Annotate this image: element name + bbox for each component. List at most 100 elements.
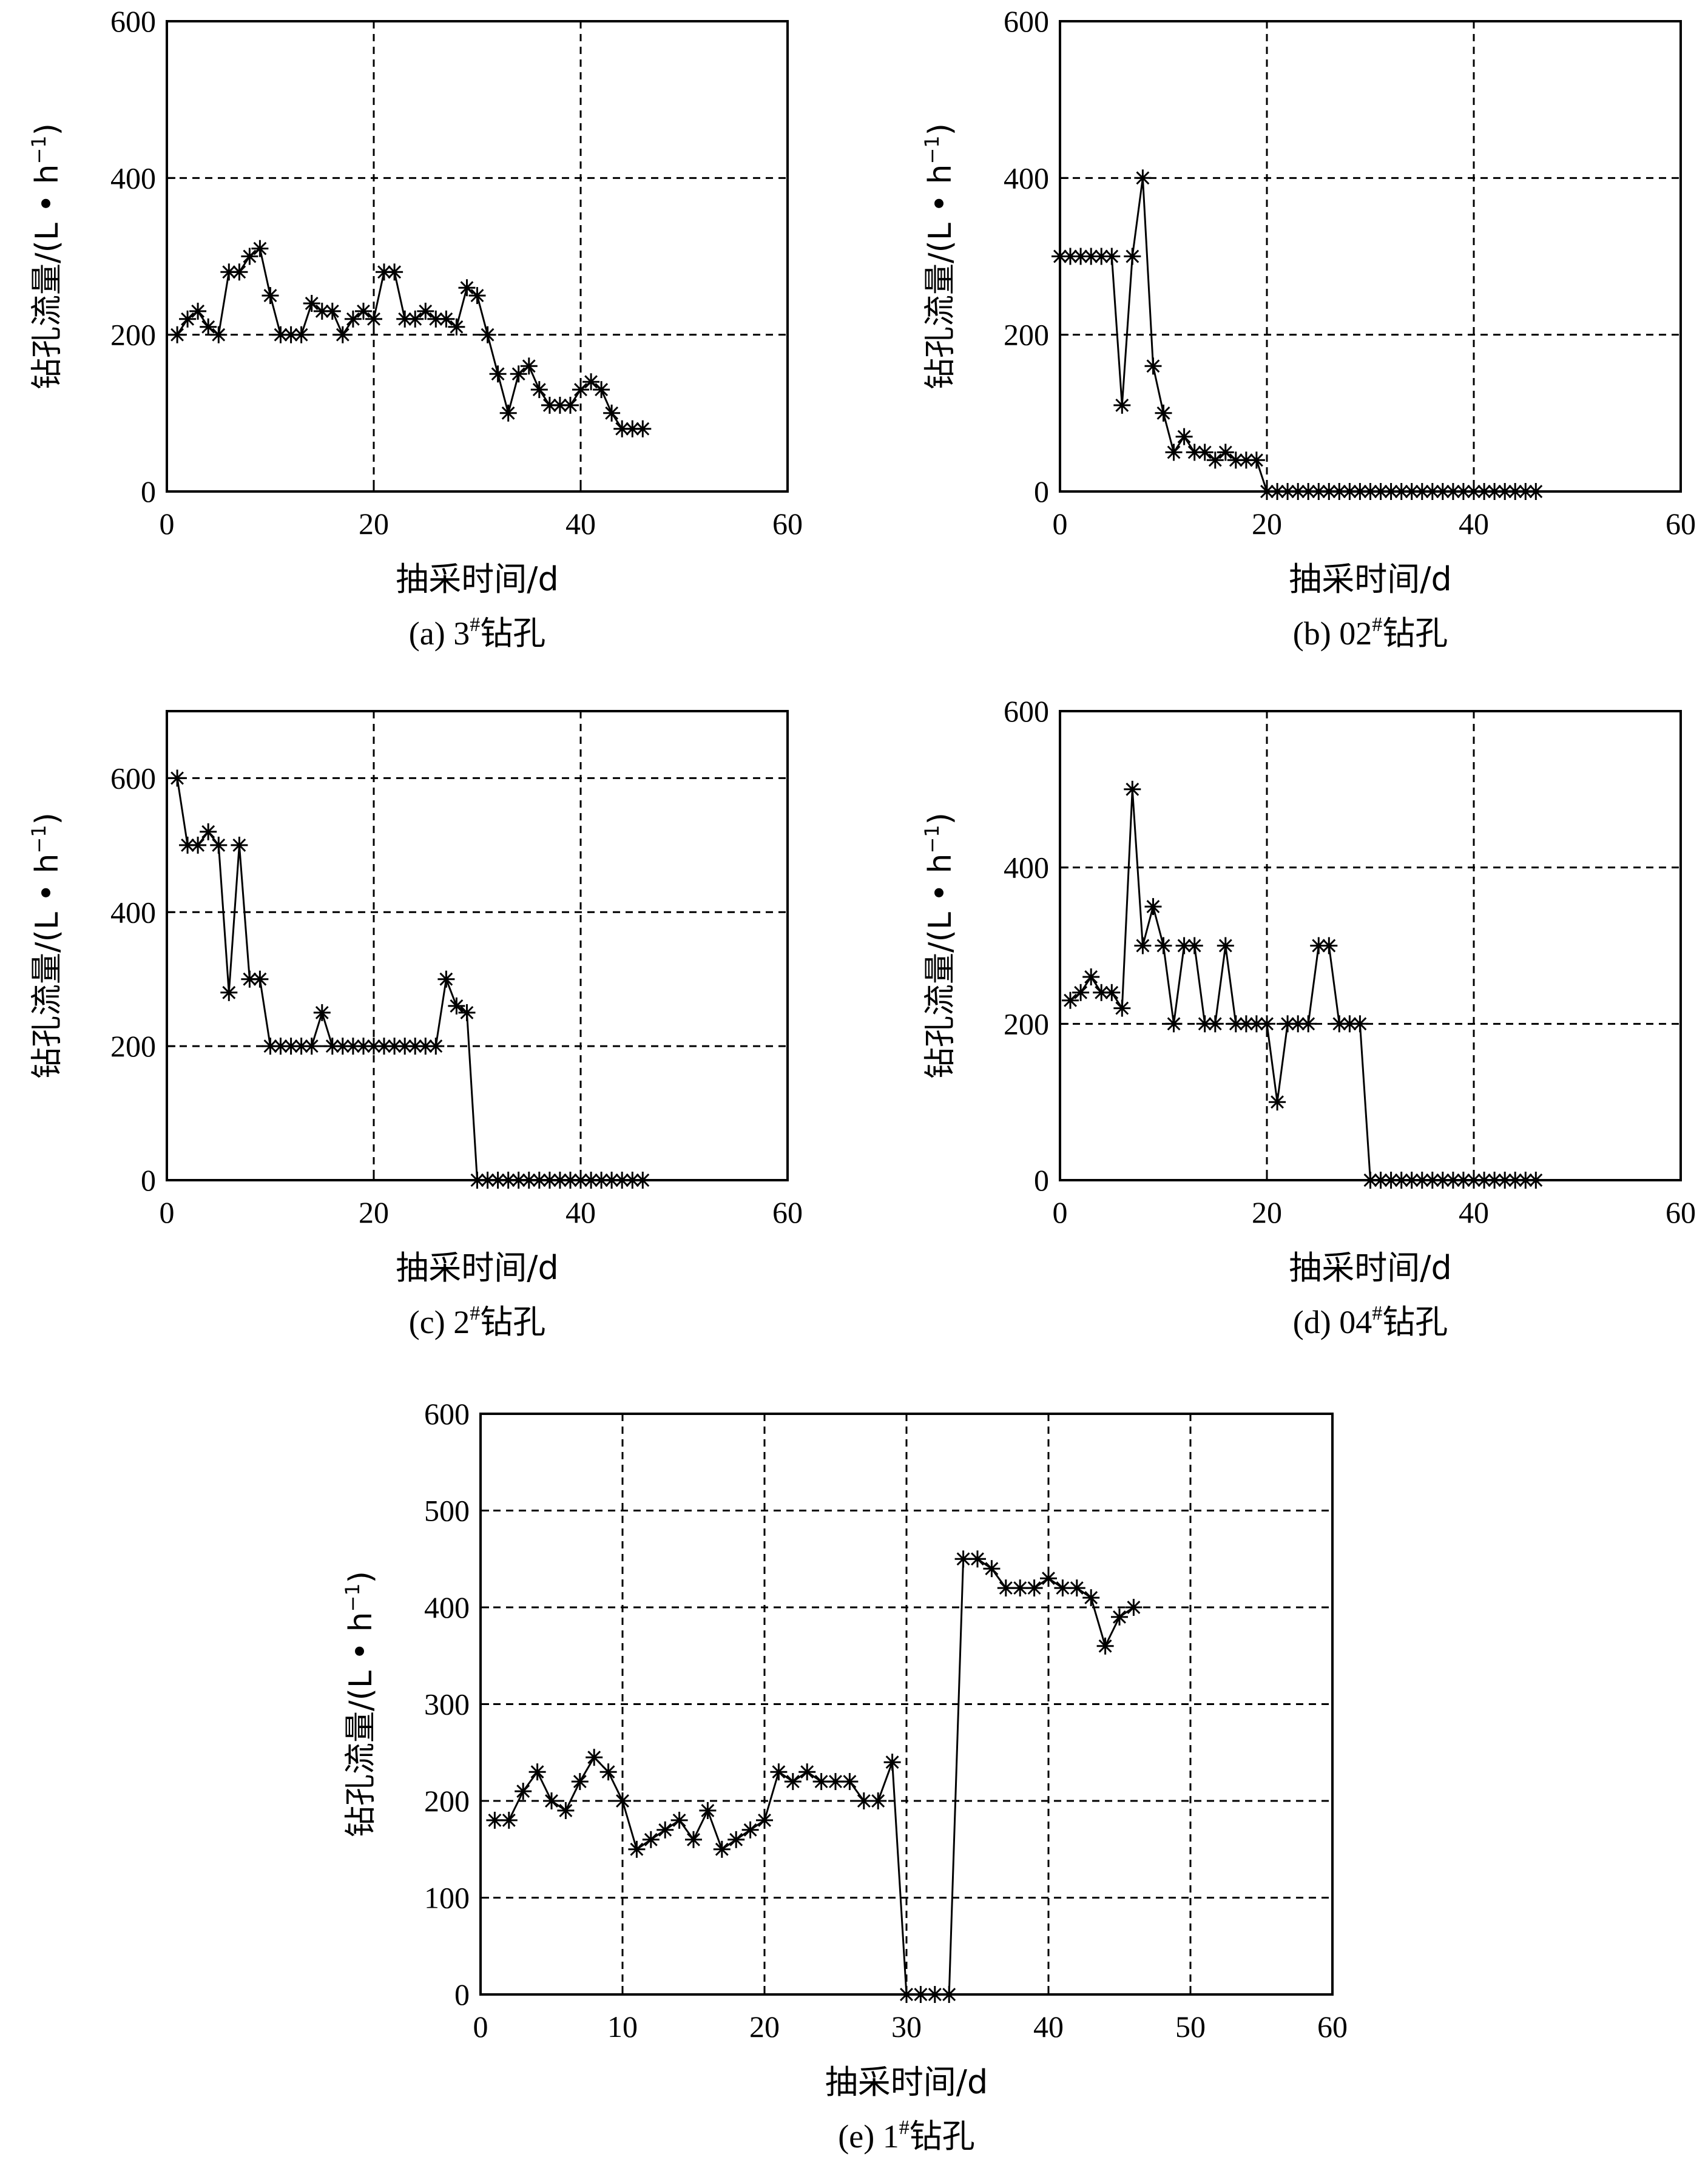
data-point (344, 310, 362, 328)
x-tick-label: 40 (565, 1195, 596, 1229)
x-tick-label: 60 (772, 1195, 803, 1229)
data-point (251, 970, 269, 988)
y-tick-label: 0 (1034, 1163, 1049, 1197)
data-point (572, 381, 589, 399)
y-tick-label: 400 (110, 895, 156, 929)
y-tick-label: 200 (1004, 318, 1049, 352)
data-point (812, 1773, 830, 1791)
data-point (557, 1802, 575, 1819)
data-point (489, 365, 507, 383)
x-tick-label: 40 (1459, 507, 1489, 541)
data-point (699, 1802, 717, 1819)
data-point (657, 1821, 674, 1839)
data-point (282, 326, 300, 343)
data-point (1403, 483, 1420, 500)
data-point (983, 1560, 1001, 1578)
panel-caption: (c) 2#钻孔 (409, 1302, 545, 1341)
x-tick-label: 0 (1053, 1195, 1068, 1229)
plot-frame (1059, 20, 1682, 493)
data-point (727, 1831, 745, 1848)
y-tick-label: 200 (110, 1029, 156, 1063)
data-point (1113, 396, 1131, 414)
data-point (1454, 1172, 1472, 1189)
data-point (251, 240, 269, 257)
data-point (571, 1773, 589, 1791)
data-point (231, 836, 248, 854)
y-tick-label: 300 (424, 1687, 470, 1721)
data-point (784, 1773, 802, 1791)
data-point (448, 318, 465, 336)
data-point (1072, 984, 1090, 1001)
data-point (520, 357, 538, 375)
data-point (599, 1763, 617, 1781)
series-markers (169, 240, 652, 437)
y-tick-label: 200 (424, 1784, 470, 1818)
data-point (437, 310, 455, 328)
data-point (551, 1172, 569, 1189)
data-point (396, 310, 414, 328)
data-point (407, 1038, 424, 1055)
data-point (713, 1840, 731, 1858)
data-point (1068, 1579, 1085, 1597)
y-tick-label: 0 (1034, 474, 1049, 508)
data-point (1096, 1637, 1114, 1655)
data-point (1134, 937, 1152, 954)
data-point (634, 420, 652, 437)
data-point (1175, 428, 1193, 445)
data-point (231, 263, 248, 281)
data-point (562, 396, 579, 414)
data-point (427, 1038, 445, 1055)
data-point (756, 1811, 773, 1829)
data-point (1372, 1172, 1389, 1189)
x-tick-label: 20 (359, 507, 389, 541)
plot-frame (1059, 710, 1682, 1181)
data-point (1217, 937, 1234, 954)
x-tick-label: 0 (1053, 507, 1068, 541)
data-point (1527, 1172, 1545, 1189)
data-point (365, 310, 382, 328)
data-point (1054, 1579, 1072, 1597)
y-tick-label: 400 (424, 1590, 470, 1624)
data-point (1165, 1015, 1183, 1033)
data-point (323, 302, 341, 320)
data-point (1103, 984, 1121, 1001)
data-point (798, 1763, 816, 1781)
data-point (541, 396, 558, 414)
data-point (1082, 1589, 1100, 1607)
data-point (1341, 483, 1359, 500)
grid-lines (1060, 711, 1681, 1180)
data-point (1300, 1015, 1317, 1033)
data-point (272, 1038, 289, 1055)
data-point (628, 1840, 646, 1858)
data-point (940, 1986, 958, 2003)
data-point (562, 1172, 579, 1189)
data-point (1227, 451, 1244, 469)
data-point (1072, 248, 1090, 265)
y-tick-label: 600 (424, 1397, 470, 1431)
data-point (200, 823, 217, 840)
data-point (1040, 1570, 1057, 1587)
y-tick-label: 600 (1004, 694, 1049, 728)
data-point (1269, 1093, 1286, 1111)
y-axis-label: 钻孔流量/(L • h−1) (341, 1571, 379, 1837)
data-point (1413, 483, 1431, 500)
data-point (969, 1550, 986, 1568)
data-point (262, 287, 279, 305)
data-point (530, 1172, 548, 1189)
data-point (520, 1172, 538, 1189)
x-tick-label: 0 (160, 1195, 175, 1229)
data-point (1527, 483, 1545, 500)
x-tick-label: 20 (1252, 1195, 1282, 1229)
x-tick-label: 60 (772, 507, 803, 541)
data-point (334, 326, 351, 343)
data-point (510, 365, 527, 383)
plot-frame (166, 20, 789, 493)
data-point (1025, 1579, 1043, 1597)
data-point (1111, 1608, 1128, 1626)
series-markers (169, 769, 652, 1189)
y-tick-label: 200 (1004, 1007, 1049, 1041)
x-tick-label: 40 (565, 507, 596, 541)
y-tick-label: 400 (1004, 161, 1049, 195)
